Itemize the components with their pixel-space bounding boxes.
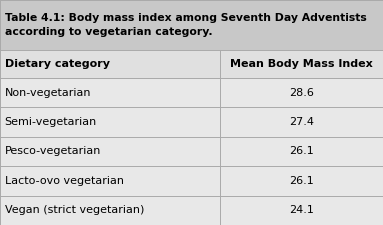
- Text: Mean Body Mass Index: Mean Body Mass Index: [230, 59, 373, 69]
- Bar: [0, 0, 383, 50]
- Bar: [0, 107, 383, 137]
- Text: Semi-vegetarian: Semi-vegetarian: [5, 117, 97, 127]
- Text: Lacto-ovo vegetarian: Lacto-ovo vegetarian: [5, 176, 124, 186]
- Text: 26.1: 26.1: [289, 176, 314, 186]
- Bar: [0, 137, 383, 166]
- Bar: [0, 50, 383, 78]
- Text: Non-vegetarian: Non-vegetarian: [5, 88, 91, 98]
- Bar: [0, 78, 383, 107]
- Text: Vegan (strict vegetarian): Vegan (strict vegetarian): [5, 205, 144, 215]
- Bar: [0, 196, 383, 225]
- Text: 24.1: 24.1: [289, 205, 314, 215]
- Text: 28.6: 28.6: [289, 88, 314, 98]
- Text: Pesco-vegetarian: Pesco-vegetarian: [5, 146, 101, 157]
- Text: 27.4: 27.4: [289, 117, 314, 127]
- Text: Dietary category: Dietary category: [5, 59, 110, 69]
- Text: 26.1: 26.1: [289, 146, 314, 157]
- Text: Table 4.1: Body mass index among Seventh Day Adventists
according to vegetarian : Table 4.1: Body mass index among Seventh…: [5, 14, 367, 37]
- Bar: [0, 166, 383, 196]
